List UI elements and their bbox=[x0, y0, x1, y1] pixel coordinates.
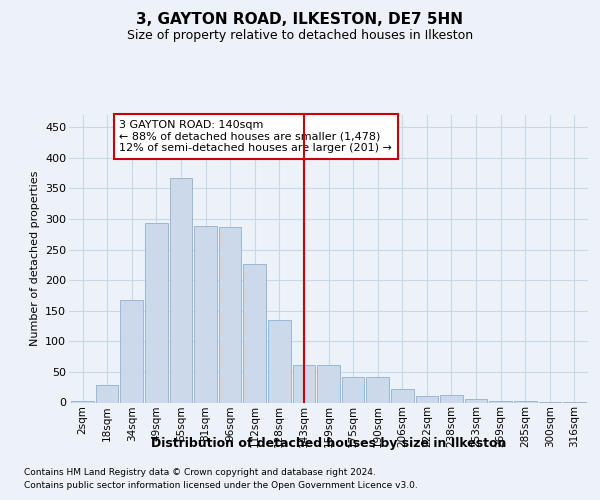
Bar bbox=[268, 320, 290, 402]
Bar bbox=[416, 396, 438, 402]
Bar bbox=[391, 389, 413, 402]
Bar bbox=[465, 400, 487, 402]
Bar bbox=[194, 226, 217, 402]
Bar bbox=[490, 400, 512, 402]
Bar bbox=[244, 264, 266, 402]
Bar bbox=[367, 377, 389, 402]
Text: Distribution of detached houses by size in Ilkeston: Distribution of detached houses by size … bbox=[151, 438, 506, 450]
Bar bbox=[145, 224, 167, 402]
Y-axis label: Number of detached properties: Number of detached properties bbox=[29, 171, 40, 346]
Bar bbox=[219, 227, 241, 402]
Bar bbox=[317, 364, 340, 403]
Text: Contains public sector information licensed under the Open Government Licence v3: Contains public sector information licen… bbox=[24, 480, 418, 490]
Bar bbox=[342, 377, 364, 402]
Bar bbox=[121, 300, 143, 403]
Bar bbox=[96, 386, 118, 402]
Text: Size of property relative to detached houses in Ilkeston: Size of property relative to detached ho… bbox=[127, 29, 473, 42]
Bar bbox=[293, 364, 315, 403]
Bar bbox=[170, 178, 192, 402]
Text: Contains HM Land Registry data © Crown copyright and database right 2024.: Contains HM Land Registry data © Crown c… bbox=[24, 468, 376, 477]
Bar bbox=[440, 395, 463, 402]
Text: 3, GAYTON ROAD, ILKESTON, DE7 5HN: 3, GAYTON ROAD, ILKESTON, DE7 5HN bbox=[137, 12, 464, 28]
Text: 3 GAYTON ROAD: 140sqm
← 88% of detached houses are smaller (1,478)
12% of semi-d: 3 GAYTON ROAD: 140sqm ← 88% of detached … bbox=[119, 120, 392, 153]
